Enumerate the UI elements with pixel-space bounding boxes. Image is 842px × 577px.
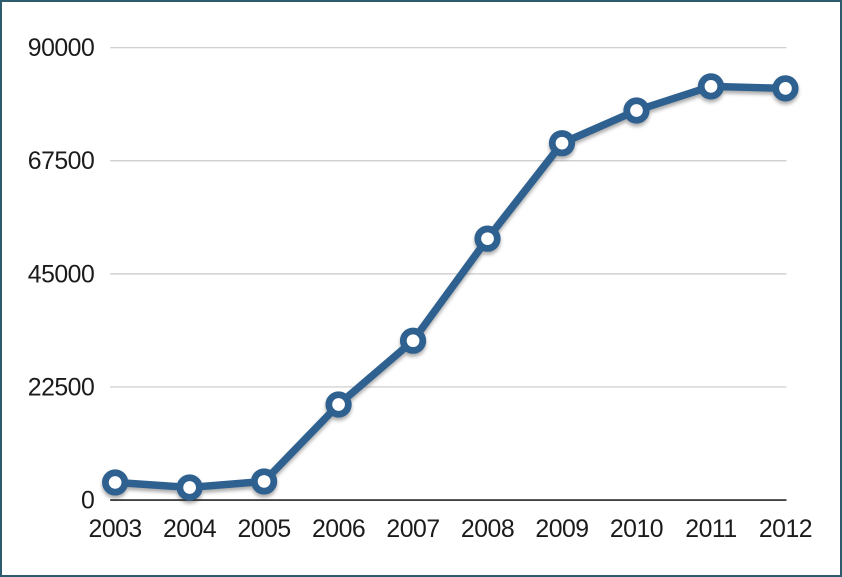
data-point-2008 [474, 225, 501, 252]
x-tick-label: 2005 [237, 516, 290, 543]
x-tick-label: 2008 [461, 516, 514, 543]
y-tick-label: 67500 [28, 148, 95, 175]
y-tick-label: 90000 [28, 35, 95, 62]
data-point-2012 [772, 75, 799, 102]
data-point-2010 [623, 97, 650, 124]
series-group [102, 73, 799, 501]
x-tick-label: 2011 [685, 516, 736, 543]
x-tick-label: 2006 [312, 516, 365, 543]
y-tick-label: 0 [81, 487, 94, 514]
x-tick-label: 2010 [610, 516, 663, 543]
x-tick-label: 2003 [89, 516, 142, 543]
x-tick-label: 2012 [759, 516, 812, 543]
data-point-2003 [102, 469, 129, 496]
data-point-2007 [399, 327, 427, 354]
data-point-2011 [697, 73, 725, 100]
data-point-2004 [176, 474, 203, 501]
data-point-2006 [325, 391, 352, 418]
x-tick-label: 2007 [386, 516, 439, 543]
y-tick-label: 45000 [28, 261, 95, 288]
series-line [111, 82, 790, 492]
x-tick-label: 2004 [163, 516, 217, 543]
y-tick-label: 22500 [28, 374, 95, 401]
x-tick-label: 2009 [535, 516, 588, 543]
data-point-2009 [548, 130, 576, 157]
data-point-2005 [250, 468, 278, 495]
